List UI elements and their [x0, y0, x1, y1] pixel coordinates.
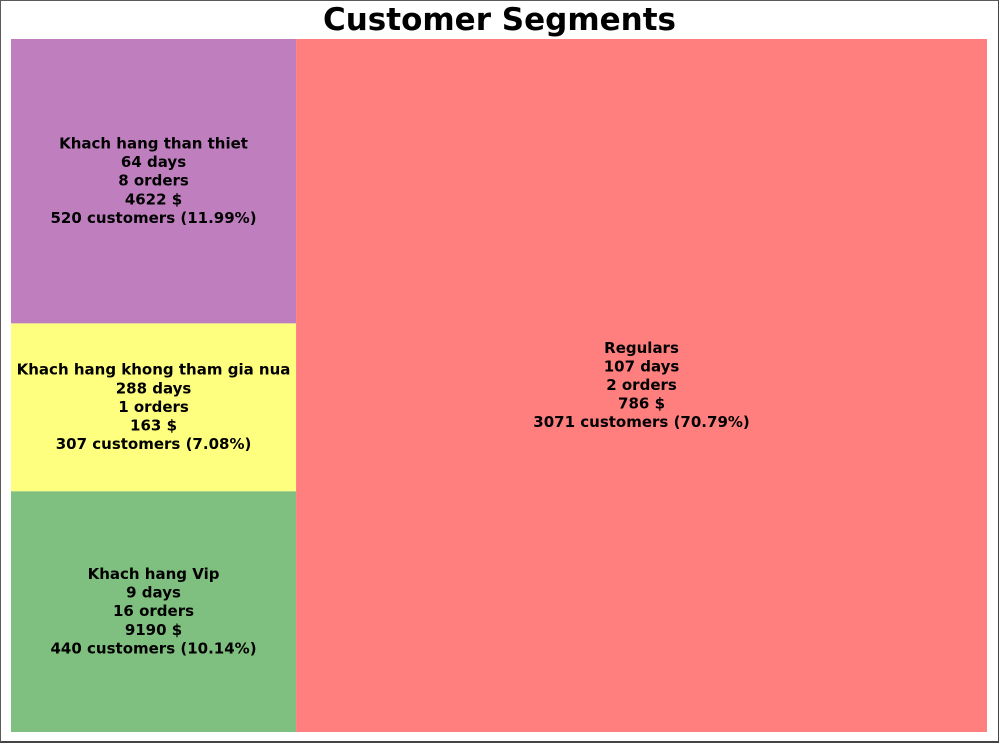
segment-monetary-text: 4622 $ [125, 190, 182, 208]
segment-monetary-text: 9190 $ [125, 621, 182, 639]
segment-orders-text: 16 orders [113, 602, 194, 620]
segment-monetary-text: 786 $ [618, 395, 665, 413]
segment-rect-khach-hang-than-thiet [11, 39, 297, 324]
segment-name-text: Regulars [604, 339, 679, 357]
segment-days-text: 64 days [121, 153, 186, 171]
segment-customers-text: 440 customers (10.14%) [51, 639, 257, 657]
segment-orders-text: 8 orders [118, 172, 189, 190]
segment-days-text: 288 days [116, 379, 192, 397]
segment-rect-khach-hang-khong-tham-gia-nua [11, 323, 297, 492]
segment-monetary-text: 163 $ [130, 416, 177, 434]
segment-name-text: Khach hang than thiet [59, 135, 248, 153]
segment-days-text: 9 days [126, 584, 181, 602]
segment-rect-regulars [296, 39, 987, 732]
segment-rect-khach-hang-vip [11, 491, 297, 732]
chart-title: Customer Segments [322, 2, 676, 38]
segment-orders-text: 2 orders [606, 376, 677, 394]
segment-customers-text: 307 customers (7.08%) [56, 435, 252, 453]
segment-customers-text: 520 customers (11.99%) [51, 209, 257, 227]
segment-name-text: Khach hang Vip [88, 565, 220, 583]
segment-orders-text: 1 orders [118, 398, 189, 416]
segment-days-text: 107 days [604, 357, 680, 375]
segment-customers-text: 3071 customers (70.79%) [533, 413, 749, 431]
segment-name-text: Khach hang khong tham gia nua [17, 361, 291, 379]
